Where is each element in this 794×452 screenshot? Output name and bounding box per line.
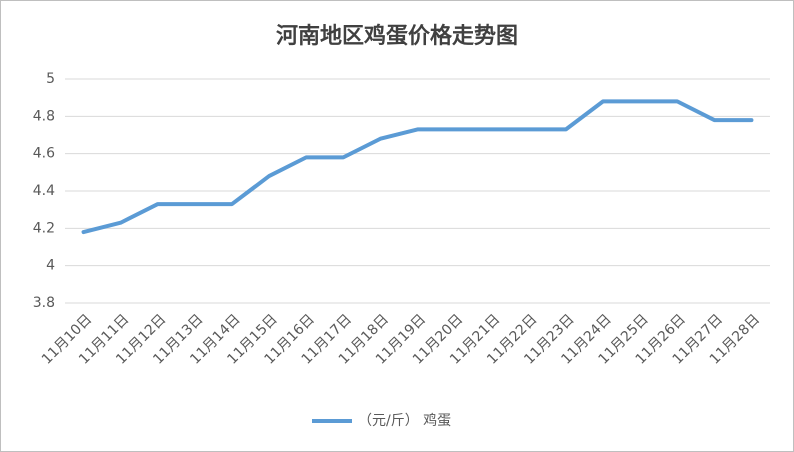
- y-tick-label: 4: [46, 258, 55, 274]
- y-tick-label: 4.6: [33, 146, 55, 162]
- legend-label: （元/斤） 鸡蛋: [358, 412, 451, 429]
- data-line: [81, 99, 754, 235]
- y-tick-label: 4.4: [33, 183, 55, 199]
- y-tick-label: 4.8: [33, 108, 55, 124]
- y-tick-label: 5: [46, 71, 55, 87]
- y-tick-label: 4.2: [33, 220, 55, 236]
- y-tick-label: 3.8: [33, 295, 55, 311]
- chart-title: 河南地区鸡蛋价格走势图: [276, 23, 518, 49]
